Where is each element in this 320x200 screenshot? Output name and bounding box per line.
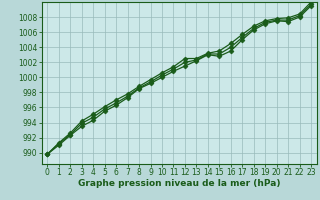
X-axis label: Graphe pression niveau de la mer (hPa): Graphe pression niveau de la mer (hPa) [78, 179, 280, 188]
